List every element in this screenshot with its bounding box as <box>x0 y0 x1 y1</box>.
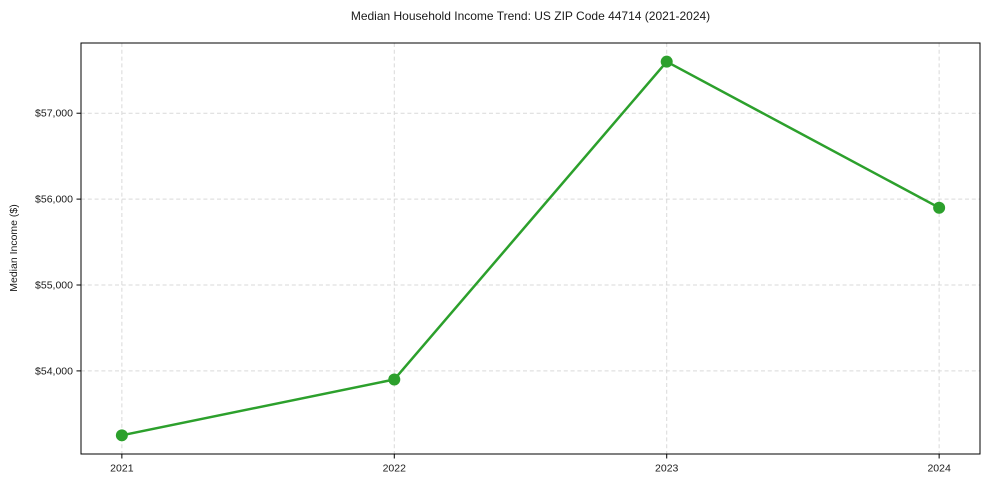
y-tick-label: $54,000 <box>35 365 73 377</box>
data-point-marker <box>933 201 946 214</box>
y-axis-label: Median Income ($) <box>8 204 20 292</box>
y-tick-label: $57,000 <box>35 108 73 120</box>
x-tick-label: 2021 <box>110 463 134 475</box>
data-point-marker <box>115 429 128 442</box>
x-tick-label: 2022 <box>383 463 407 475</box>
data-point-marker <box>388 373 401 386</box>
plot-frame <box>80 42 981 455</box>
chart-title: Median Household Income Trend: US ZIP Co… <box>350 9 711 23</box>
y-tick-label: $56,000 <box>35 194 73 206</box>
y-tick-label: $55,000 <box>35 280 73 292</box>
x-tick-label: 2023 <box>655 463 679 475</box>
income-trend-line <box>120 60 941 437</box>
data-point-marker <box>660 55 673 68</box>
x-tick-label: 2024 <box>927 463 951 475</box>
